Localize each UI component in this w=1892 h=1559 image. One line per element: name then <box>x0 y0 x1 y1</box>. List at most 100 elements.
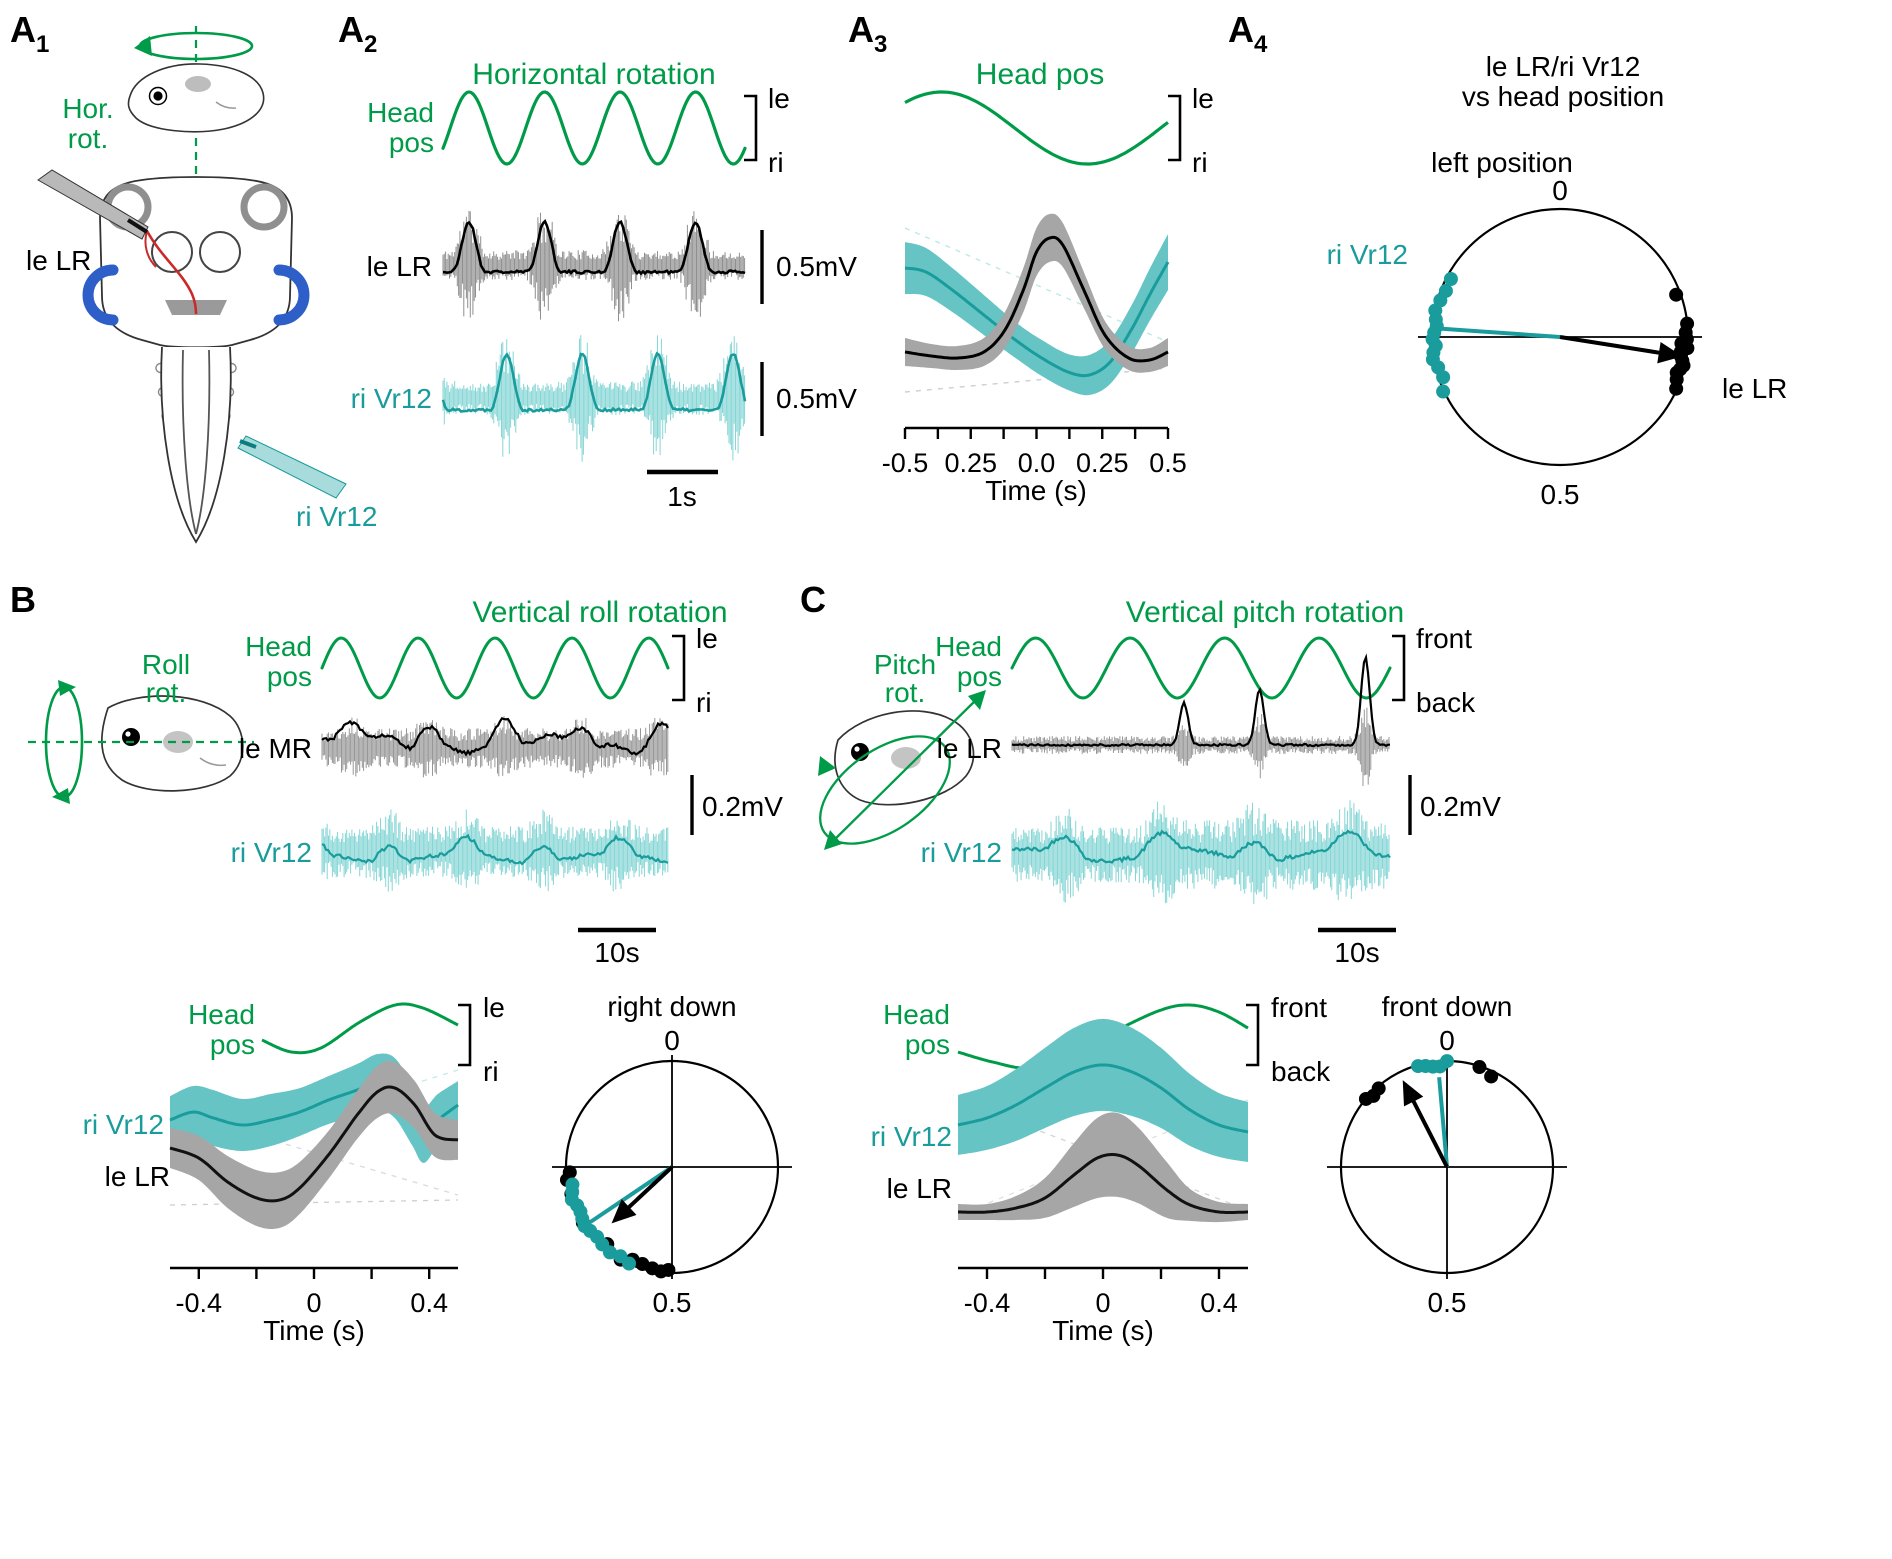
b-avg-x-axis-label: Time (s) <box>263 1315 365 1346</box>
axis-tick-label: 0.4 <box>1200 1288 1238 1318</box>
le-lr-mean <box>443 218 746 276</box>
a2-trace2-label: ri Vr12 <box>351 383 432 414</box>
b-avg-bracket-bottom-label: ri <box>483 1056 499 1087</box>
axis-tick-label: 0.25 <box>1076 448 1129 478</box>
axis-tick-label: -0.4 <box>964 1288 1011 1318</box>
panel-b: -0.4 0 0.4 B Roll rot. Vertical roll rotat… <box>10 579 792 1346</box>
avg-head-pos <box>261 1002 459 1055</box>
a4-polar-zero-label: 0 <box>1552 175 1568 206</box>
teal-phase-dot <box>1411 1059 1426 1074</box>
scale-bracket <box>744 94 758 162</box>
b-avg-teal-label: ri Vr12 <box>83 1109 164 1140</box>
axis-tick-label: 0.5 <box>1149 448 1187 478</box>
b-avg-head-pos-label-1: Head <box>188 999 255 1030</box>
b-head-pos-label-1: Head <box>245 631 312 662</box>
teal-vector <box>1434 326 1561 339</box>
scale-bracket <box>1392 634 1406 702</box>
a3-gfx: -0.5 0.25 0.0 0.25 0.5 <box>882 90 1187 478</box>
a2-trace1-label: le LR <box>367 251 432 282</box>
panel-c: -0.4 0 0.4 C Pitch rot. Vertical pitch rot… <box>800 579 1567 1346</box>
c-polar-half-label: 0.5 <box>1428 1287 1467 1318</box>
c-rotation-label-1: Pitch <box>874 649 936 680</box>
mini-head-otic <box>185 76 211 92</box>
nerve-branch <box>144 230 157 268</box>
a4-black-cluster-label: le LR <box>1722 373 1787 404</box>
black-vector-arrowhead <box>1657 342 1683 364</box>
panel-a4-label: A <box>1228 9 1254 50</box>
a2-bracket-top-label: le <box>768 83 790 114</box>
forebrain-left <box>151 231 193 273</box>
b-head-otic <box>163 731 193 753</box>
right-eye <box>240 183 288 231</box>
teal-phase-dot <box>1436 384 1451 399</box>
le-lr-area <box>958 1112 1248 1223</box>
panel-a2: A 2 Horizontal rotation Head pos le ri l… <box>338 9 857 512</box>
panel-a2-label: A <box>338 9 364 50</box>
b-bracket-bottom-label: ri <box>696 687 712 718</box>
c-title: Vertical pitch rotation <box>1126 596 1404 629</box>
electrode-le-lr <box>37 169 149 240</box>
black-phase-dot <box>1669 287 1684 302</box>
axis-tick-label: 0.25 <box>944 448 997 478</box>
panel-a4-sub: 4 <box>1254 31 1268 58</box>
le-mr-mean <box>321 716 669 757</box>
b-gfx: -0.4 0 0.4 <box>169 634 792 1318</box>
ri-vr12-noise <box>321 809 669 892</box>
b-head-eye-glint <box>125 731 131 737</box>
c-avg-head-pos-label-2: pos <box>905 1029 950 1060</box>
head-pos-wave <box>320 636 670 700</box>
a1-rotation-label-2: rot. <box>68 123 108 154</box>
a1-rotation-label-1: Hor. <box>62 93 113 124</box>
ri-vr12-area <box>958 1019 1248 1162</box>
ri-vr12-noise <box>1011 800 1390 905</box>
left-otic-capsule <box>82 264 119 326</box>
a3-title: Head pos <box>976 58 1104 91</box>
roll-arrow-top <box>58 680 76 696</box>
black-phase-dot <box>1472 1060 1487 1075</box>
b-title: Vertical roll rotation <box>472 596 727 629</box>
ri-vr12-mean <box>904 261 1170 378</box>
a2-time-scale-label: 1s <box>667 481 697 512</box>
c-polar-zero-label: 0 <box>1439 1025 1455 1056</box>
mini-head-pupil <box>153 91 163 101</box>
b-polar-title: right down <box>607 991 736 1022</box>
right-otic-capsule <box>273 264 310 326</box>
b-mv-scale-label: 0.2mV <box>702 791 783 822</box>
teal-vector <box>1437 1077 1449 1168</box>
a1-electrode-ri-vr12-label: ri Vr12 <box>296 501 377 532</box>
c-avg-bracket-bottom-label: back <box>1271 1056 1331 1087</box>
a2-trace1-scale-label: 0.5mV <box>776 251 857 282</box>
scale-bracket <box>458 1003 472 1067</box>
c-polar-title: front down <box>1382 991 1513 1022</box>
scale-bracket <box>672 634 686 702</box>
head-pos-wave <box>1010 636 1392 700</box>
b-avg-black-label: le LR <box>105 1161 170 1192</box>
panel-a3-sub: 3 <box>874 31 887 58</box>
a2-head-pos-label-2: pos <box>389 127 434 158</box>
black-phase-dot <box>1358 1091 1373 1106</box>
b-avg-bracket-top-label: le <box>483 992 505 1023</box>
a2-trace2-scale-label: 0.5mV <box>776 383 857 414</box>
b-trace1-label: le MR <box>239 733 312 764</box>
black-phase-dot <box>1484 1069 1499 1084</box>
body-outline <box>160 346 232 544</box>
ri-vr12-mean <box>1011 829 1391 864</box>
spinal-cord-right <box>195 349 211 535</box>
axis-tick-label: -0.4 <box>176 1288 223 1318</box>
panel-a2-sub: 2 <box>364 31 377 58</box>
a4-teal-cluster-label: ri Vr12 <box>1327 239 1408 270</box>
pitch-rotation-ellipse <box>819 735 951 845</box>
spinal-cord-left <box>181 349 197 535</box>
head-pos-wave <box>441 90 747 166</box>
b-avg-head-pos-label-2: pos <box>210 1029 255 1060</box>
c-trace1-label: le LR <box>937 733 1002 764</box>
a3-bracket-top-label: le <box>1192 83 1214 114</box>
electrode-le-lr-tip <box>126 218 149 234</box>
a2-title: Horizontal rotation <box>472 58 715 91</box>
black-vector <box>1559 335 1668 356</box>
a1-electrode-le-lr-label: le LR <box>26 245 91 276</box>
b-rotation-label-2: rot. <box>146 677 186 708</box>
pitch-arc-arrowhead <box>818 756 836 776</box>
